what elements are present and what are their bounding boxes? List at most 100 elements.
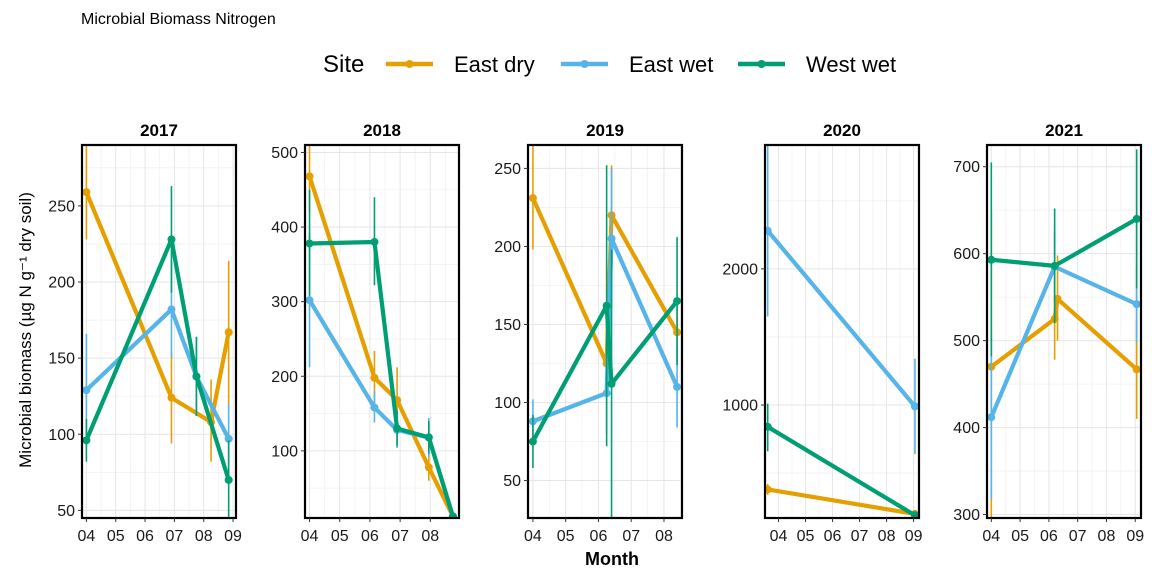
series-group-2021 xyxy=(987,149,1141,518)
x-tick-label: 07 xyxy=(166,528,184,545)
series-line-east-dry-2020 xyxy=(767,487,916,516)
series-group-2020 xyxy=(765,145,919,518)
legend-item-east-dry: East dry xyxy=(386,52,535,77)
y-tick-label: 500 xyxy=(953,333,980,350)
y-tick-label: 100 xyxy=(494,395,521,412)
x-tick-label: 05 xyxy=(797,528,815,545)
data-point-east-dry-2021 xyxy=(1132,365,1141,374)
panel-title-2020: 2020 xyxy=(823,121,861,140)
x-tick-label: 08 xyxy=(1098,528,1116,545)
panel-2020: 2020 1000 2000 04 05 06 07 08 09 xyxy=(722,121,922,545)
data-point-west-wet-2020 xyxy=(910,511,919,518)
data-point-east-wet-2019 xyxy=(607,234,616,243)
data-point-west-wet-2017 xyxy=(192,372,201,381)
series-line-east-dry-2017 xyxy=(84,191,231,425)
y-tick-label: 400 xyxy=(953,420,980,437)
data-point-east-wet-2021 xyxy=(1132,300,1141,309)
series-line-west-wet-2017 xyxy=(84,237,231,481)
y-tick-label: 250 xyxy=(494,161,521,178)
x-tick-label: 04 xyxy=(301,528,319,545)
panel-2021: 2021 300 400 500 600 700 04 05 06 07 08 09 xyxy=(953,121,1144,545)
x-tick-label: 08 xyxy=(421,528,439,545)
panels: 2017 50 100 150 200 250 04 05 06 07 08 09 2018 100 200… xyxy=(48,121,1144,545)
data-point-east-dry-2021 xyxy=(1053,294,1062,303)
series-group-2017 xyxy=(82,145,233,518)
data-point-east-wet-2017 xyxy=(224,434,233,443)
x-tick-label: 05 xyxy=(107,528,125,545)
y-tick-label: 700 xyxy=(953,159,980,176)
data-point-east-dry-2017 xyxy=(224,328,233,337)
legend-marker-east-dry xyxy=(405,60,414,68)
x-tick-label: 06 xyxy=(361,528,379,545)
x-tick-label: 05 xyxy=(557,528,575,545)
legend-label-east-dry: East dry xyxy=(454,52,535,77)
x-tick-label: 09 xyxy=(224,528,242,545)
data-point-east-wet-2018 xyxy=(370,403,379,412)
x-tick-label: 08 xyxy=(878,528,896,545)
data-point-east-wet-2017 xyxy=(82,386,91,395)
x-tick-label: 04 xyxy=(770,528,788,545)
series-line-east-wet-2020 xyxy=(766,229,917,408)
series-line-west-wet-2019 xyxy=(531,299,679,443)
panel-frame-2018 xyxy=(303,143,461,520)
panel-title-2021: 2021 xyxy=(1045,121,1083,140)
data-point-east-dry-2018 xyxy=(370,373,379,382)
panel-title-2018: 2018 xyxy=(363,121,401,140)
panel-2017: 2017 50 100 150 200 250 04 05 06 07 08 09 xyxy=(48,121,242,545)
x-tick-label: 07 xyxy=(622,528,640,545)
series-group-2019 xyxy=(528,145,682,518)
series-line-west-wet-2020 xyxy=(766,424,917,518)
data-point-west-wet-2018 xyxy=(370,237,379,246)
x-tick-label: 05 xyxy=(1011,528,1029,545)
x-axis-label: Month xyxy=(585,549,639,569)
y-tick-label: 600 xyxy=(953,246,980,263)
legend-label-west-wet: West wet xyxy=(806,52,896,77)
x-tick-label: 06 xyxy=(590,528,608,545)
x-tick-label: 09 xyxy=(1126,528,1144,545)
series-line-east-wet-2018 xyxy=(307,299,455,518)
panel-frame-2019 xyxy=(526,143,684,520)
data-point-west-wet-2019 xyxy=(602,301,611,310)
x-tick-label: 05 xyxy=(331,528,349,545)
data-point-west-wet-2021 xyxy=(1132,214,1141,223)
y-tick-label: 2000 xyxy=(722,261,758,278)
data-point-east-dry-2018 xyxy=(424,463,433,472)
data-point-west-wet-2017 xyxy=(224,475,233,484)
data-point-east-wet-2020 xyxy=(910,402,919,411)
legend-label-east-wet: East wet xyxy=(629,52,713,77)
y-axis-label: Microbial biomass (µg N g⁻¹ dry soil) xyxy=(16,192,35,468)
data-point-west-wet-2019 xyxy=(673,297,682,306)
y-tick-label: 400 xyxy=(271,220,298,237)
y-tick-label: 150 xyxy=(48,351,75,368)
y-tick-label: 50 xyxy=(503,473,521,490)
data-point-west-wet-2017 xyxy=(82,436,91,445)
y-tick-label: 250 xyxy=(48,198,75,215)
data-point-west-wet-2019 xyxy=(607,379,616,388)
y-tick-label: 150 xyxy=(494,317,521,334)
x-tick-label: 07 xyxy=(1069,528,1087,545)
y-tick-label: 200 xyxy=(48,275,75,292)
data-point-east-wet-2020 xyxy=(765,226,772,235)
x-tick-label: 07 xyxy=(851,528,869,545)
data-point-west-wet-2017 xyxy=(167,235,176,244)
panel-2018: 2018 100 200 300 400 500 04 05 06 07 08 xyxy=(271,121,461,545)
data-point-east-wet-2021 xyxy=(987,413,996,422)
data-point-west-wet-2021 xyxy=(987,255,996,264)
series-line-west-wet-2021 xyxy=(991,217,1138,268)
y-tick-label: 50 xyxy=(57,503,75,520)
x-tick-label: 04 xyxy=(78,528,96,545)
panel-2019: 2019 50 100 150 200 250 04 05 06 07 08 xyxy=(494,121,684,545)
y-tick-label: 300 xyxy=(271,294,298,311)
legend-item-west-wet: West wet xyxy=(738,52,896,77)
x-tick-label: 04 xyxy=(524,528,542,545)
x-tick-label: 06 xyxy=(824,528,842,545)
data-point-west-wet-2021 xyxy=(1050,261,1059,270)
data-point-west-wet-2018 xyxy=(448,512,457,518)
panel-title-2017: 2017 xyxy=(140,121,178,140)
data-point-east-dry-2017 xyxy=(82,188,91,197)
data-point-west-wet-2020 xyxy=(765,422,772,431)
legend-marker-east-wet xyxy=(580,60,589,68)
data-point-east-dry-2020 xyxy=(765,485,772,494)
x-tick-label: 08 xyxy=(655,528,673,545)
